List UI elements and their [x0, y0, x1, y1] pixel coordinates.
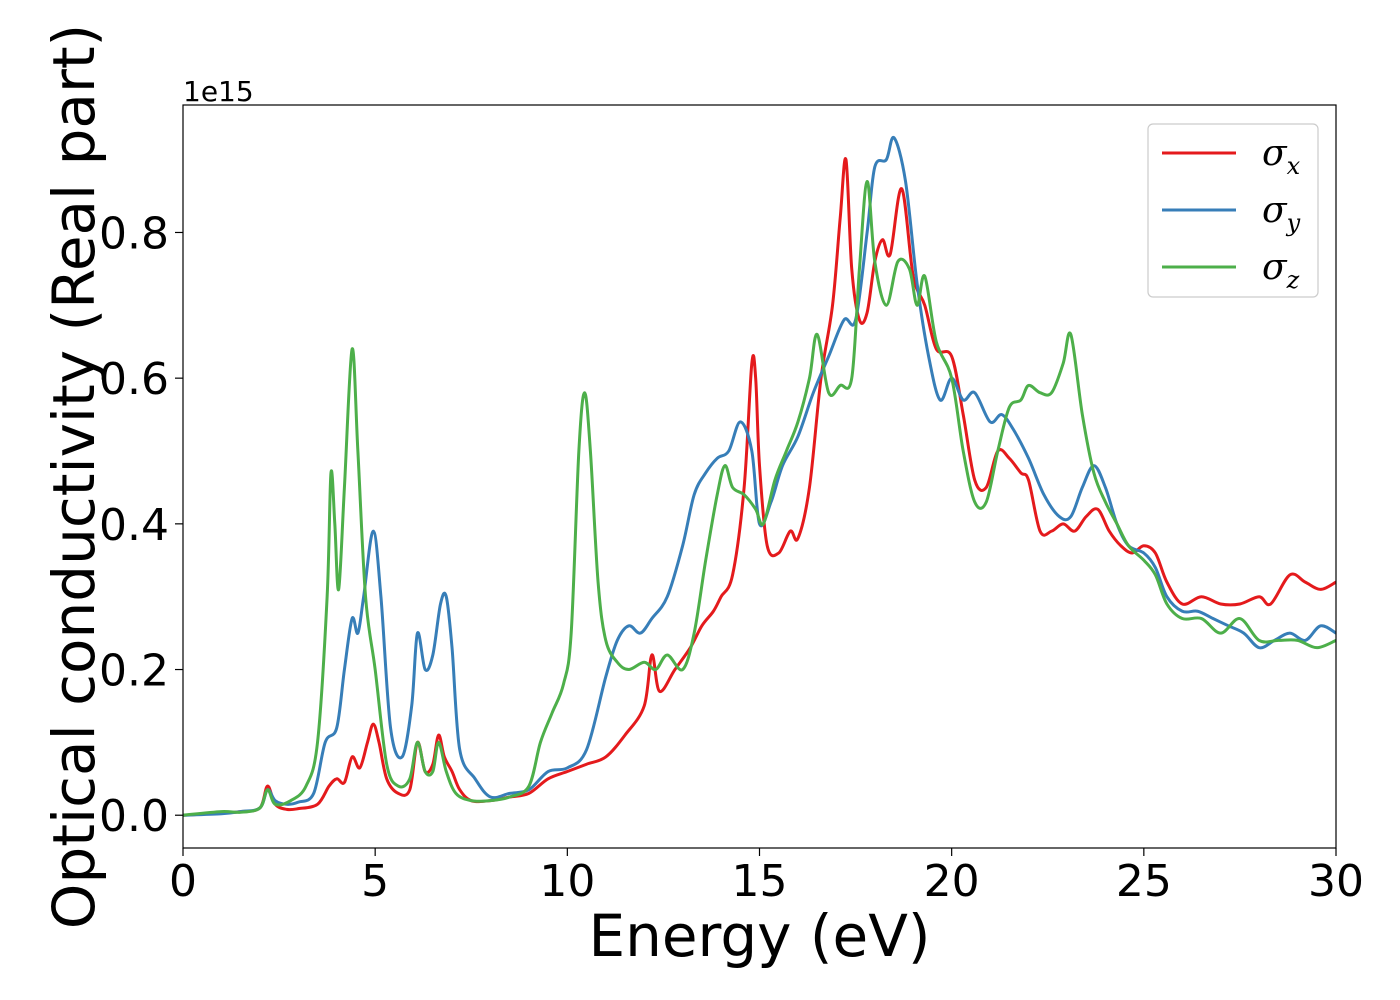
y-axis-title: Optical conductivity (Real part) [40, 24, 108, 929]
series-line-z [183, 179, 1336, 817]
y-axis: 0.0 0.2 0.4 0.6 0.8 [99, 208, 183, 842]
x-tick-label: 5 [361, 856, 389, 907]
x-axis: 0 5 10 15 20 25 30 [169, 848, 1364, 907]
x-tick-label: 30 [1308, 856, 1364, 907]
x-tick-label: 25 [1116, 856, 1172, 907]
legend-subscript: x [1287, 152, 1301, 180]
legend-label-x: σx [1262, 133, 1301, 180]
y-tick-label: 0.2 [99, 646, 169, 697]
series-line-y [183, 135, 1336, 817]
legend-symbol: σ [1262, 190, 1288, 231]
y-tick-label: 0.4 [99, 500, 169, 551]
legend-subscript: z [1286, 266, 1300, 294]
series-layer [183, 135, 1336, 817]
legend-label-y: σy [1262, 190, 1301, 237]
legend-label-z: σz [1262, 247, 1300, 294]
legend-symbol: σ [1262, 133, 1288, 174]
x-tick-label: 0 [169, 856, 197, 907]
y-tick-label: 0.0 [99, 791, 169, 842]
y-tick-label: 0.8 [99, 208, 169, 259]
series-line-x [183, 157, 1336, 817]
legend-subscript: y [1286, 209, 1301, 237]
y-tick-label: 0.6 [99, 354, 169, 405]
x-tick-label: 15 [732, 856, 788, 907]
y-offset-label: 1e15 [183, 75, 254, 108]
x-axis-title: Energy (eV) [588, 902, 930, 970]
legend-symbol: σ [1262, 247, 1288, 288]
x-tick-label: 20 [924, 856, 980, 907]
x-tick-label: 10 [539, 856, 595, 907]
